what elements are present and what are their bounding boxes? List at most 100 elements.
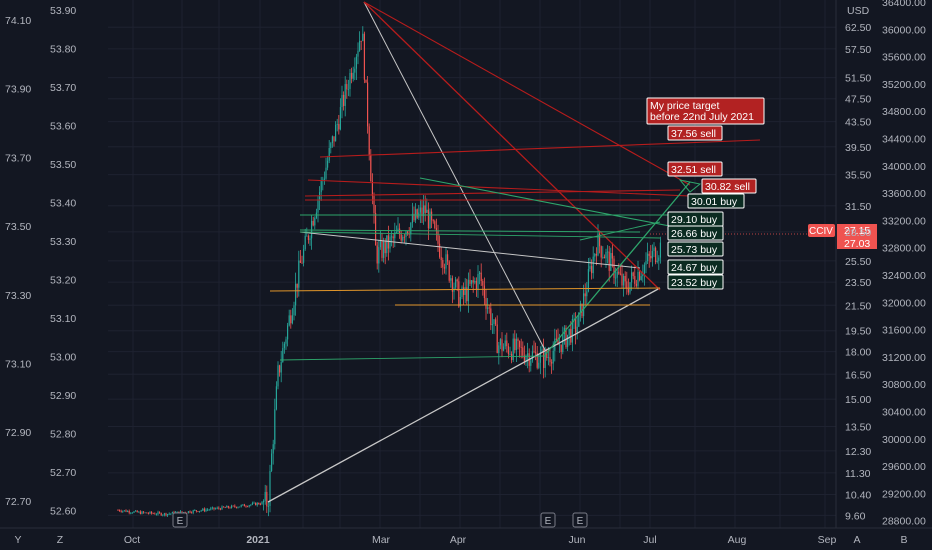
candle-body xyxy=(456,279,458,282)
label-sell-2[interactable]: 32.51 sell xyxy=(667,161,723,177)
candle-body xyxy=(567,334,569,348)
candle-body xyxy=(383,241,385,258)
candle-body xyxy=(274,409,276,445)
candle-body xyxy=(162,514,164,516)
candle-body xyxy=(509,353,511,355)
left-axis-tick-a: 74.10 xyxy=(5,15,31,27)
candle-body xyxy=(642,274,644,277)
candle-body xyxy=(579,303,581,313)
label-buy-3[interactable]: 26.66 buy xyxy=(667,225,724,241)
right-axis-tick: 35.50 xyxy=(845,170,871,182)
candle-body xyxy=(203,508,205,512)
candle-body xyxy=(488,307,490,309)
candle-body xyxy=(586,291,588,297)
timeframe-button-b[interactable]: B xyxy=(900,534,907,546)
candle-body xyxy=(560,344,562,353)
candle-body xyxy=(605,251,607,259)
label-buy-3-text: 26.66 buy xyxy=(671,228,718,240)
target-arrow xyxy=(678,179,702,193)
far-right-axis-tick: 33200.00 xyxy=(882,215,926,227)
earnings-marker[interactable]: E xyxy=(540,512,556,528)
candle-body xyxy=(597,233,599,256)
trendline-green-low xyxy=(279,355,546,361)
candle-body xyxy=(400,234,402,241)
label-buy-6-box xyxy=(667,274,724,290)
candle-body xyxy=(234,505,236,507)
candle-body xyxy=(181,511,183,513)
label-buy-5[interactable]: 24.67 buy xyxy=(667,259,724,275)
candle-body xyxy=(611,253,613,259)
label-buy-2[interactable]: 29.10 buy xyxy=(667,211,724,227)
label-buy-6[interactable]: 23.52 buy xyxy=(667,274,724,290)
candle-body xyxy=(538,362,540,368)
candle-body xyxy=(261,502,263,505)
candle-body xyxy=(651,251,653,259)
candle-body xyxy=(410,222,412,235)
timeframe-button-z[interactable]: Z xyxy=(57,534,64,546)
candle-body xyxy=(299,260,301,263)
trendline-green-h2 xyxy=(299,229,641,233)
candle-body xyxy=(589,266,591,270)
candle-body xyxy=(408,233,410,235)
candle-body xyxy=(331,136,333,144)
timeframe-button-y[interactable]: Y xyxy=(14,534,21,546)
candle-body xyxy=(557,339,559,346)
left-axis-tick-b: 53.50 xyxy=(50,159,76,171)
candle-body xyxy=(587,269,589,292)
candle-body xyxy=(413,213,415,221)
candle-body xyxy=(640,276,642,281)
candle-body xyxy=(432,220,434,222)
candle-body xyxy=(367,82,369,127)
symbol-tag[interactable]: CCIV xyxy=(808,224,835,237)
label-sell-3[interactable]: 30.82 sell xyxy=(701,178,757,194)
label-sell-1[interactable]: 37.56 sell xyxy=(667,125,723,141)
timeframe-button-a[interactable]: A xyxy=(853,534,860,546)
right-axis-tick: 18.00 xyxy=(845,347,871,359)
candle-body xyxy=(571,319,573,343)
candle-body xyxy=(187,511,189,513)
right-axis-tick: 51.50 xyxy=(845,73,871,85)
candle-body xyxy=(610,253,612,271)
left-axis-tick-b: 53.40 xyxy=(50,198,76,210)
candle-body xyxy=(263,500,265,503)
x-axis-tick: Aug xyxy=(728,534,747,546)
candle-body xyxy=(354,68,356,73)
earnings-marker[interactable]: E xyxy=(572,512,588,528)
candle-body xyxy=(191,512,193,514)
left-axis-tick-b: 53.10 xyxy=(50,313,76,325)
label-sell-3-text: 30.82 sell xyxy=(705,181,750,193)
candle-body xyxy=(480,272,482,282)
candle-body xyxy=(328,148,330,161)
candle-body xyxy=(141,511,143,515)
x-axis-tick: Mar xyxy=(372,534,391,546)
candle-body xyxy=(202,508,204,511)
label-price-target-box xyxy=(646,97,765,125)
price-tag-current-text: 27.15 xyxy=(844,225,870,237)
candle-body xyxy=(423,205,425,217)
x-axis-tick: 2021 xyxy=(246,534,270,546)
left-axis-tick-a: 72.70 xyxy=(5,496,31,508)
candle-body xyxy=(416,209,418,218)
left-axis-tick-a: 73.70 xyxy=(5,152,31,164)
candle-body xyxy=(389,236,391,249)
candle-body xyxy=(237,507,239,508)
earnings-marker[interactable]: E xyxy=(172,512,188,528)
candle-body xyxy=(656,260,658,263)
candle-body xyxy=(146,512,148,514)
label-buy-4[interactable]: 25.73 buy xyxy=(667,241,724,257)
candle-body xyxy=(565,327,567,348)
label-buy-1[interactable]: 30.01 buy xyxy=(687,193,745,209)
left-axis-tick-b: 53.70 xyxy=(50,82,76,94)
candle-body xyxy=(349,72,351,90)
candle-body xyxy=(147,513,149,515)
candle-body xyxy=(229,507,231,509)
candle-body xyxy=(226,506,228,508)
candle-body xyxy=(599,233,601,247)
trendline-green-channel xyxy=(579,221,661,241)
left-axis-tick-b: 52.80 xyxy=(50,429,76,441)
label-buy-5-box xyxy=(667,259,724,275)
trend-lines xyxy=(267,1,830,503)
